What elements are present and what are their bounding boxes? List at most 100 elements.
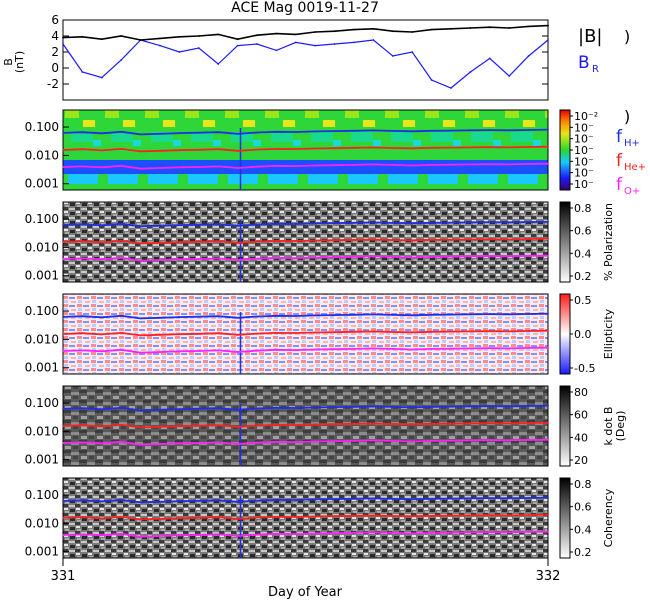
- kdotb-series-0: [62, 404, 549, 412]
- br-series-line-point: [527, 55, 530, 57]
- coherency-series-1-point: [353, 514, 355, 517]
- polarization-series-2-point: [197, 258, 200, 260]
- ellipticity-series-2-point: [333, 348, 336, 351]
- polarization-series-1-point: [256, 240, 258, 243]
- coherency-series-0-point: [450, 497, 452, 500]
- bmag-series-line-point: [217, 33, 220, 36]
- ellipticity-series-1-point: [469, 330, 472, 333]
- polarization-cbar-tick-label: 0.8: [574, 202, 592, 215]
- coherency-series-1: [62, 513, 549, 521]
- kdotb-series-1-point: [353, 422, 355, 425]
- polarization-series-2-point: [430, 256, 433, 258]
- bmag-series-line-point: [120, 35, 123, 37]
- coherency-series-0-point: [469, 497, 472, 500]
- ellipticity-series-2-point: [391, 348, 394, 350]
- ellipticity-series-2-point: [256, 349, 258, 352]
- coherency-colorbar: [559, 477, 571, 559]
- ellipticity-series-2-point: [294, 349, 297, 351]
- kdotb-series-1-point: [547, 421, 549, 424]
- power-series-1-point: [217, 148, 220, 151]
- power-series-0-point: [527, 129, 530, 131]
- ellipticity-series-1-point: [120, 331, 123, 334]
- coherency-series-0-point: [178, 500, 181, 503]
- kdotb-series-0-point: [139, 409, 142, 412]
- power-series-0-point: [100, 132, 103, 135]
- polarization-series-0-point: [372, 221, 375, 224]
- bmag-series-line-point: [450, 27, 452, 30]
- polarization-series-2-point: [294, 257, 297, 259]
- coherency-series-2-point: [294, 533, 297, 535]
- kdotb-cbar-tick-label: 20: [574, 454, 588, 467]
- coherency-series-2-point: [120, 532, 123, 535]
- kdotb-series-2-point: [411, 440, 414, 443]
- bmag-series-line-point: [178, 35, 181, 38]
- power-series-0-point: [508, 129, 511, 132]
- coherency-series-1-point: [391, 515, 394, 517]
- bmag-series-line-point: [391, 30, 394, 33]
- power-series-2-point: [139, 167, 142, 170]
- ellipticity-series-1-point: [372, 330, 375, 333]
- b-ytick-label: 6: [51, 13, 59, 27]
- coherency-series-0-point: [81, 499, 84, 502]
- polarization-series-1-point: [178, 241, 181, 244]
- power-series-2-point: [488, 163, 491, 166]
- power-series-1-point: [81, 148, 84, 151]
- br-series-line-point: [314, 44, 317, 47]
- coherency-series-1-point: [139, 518, 142, 521]
- power-cbar-tick-label: 10⁻: [574, 144, 594, 157]
- br-series-line-point: [469, 71, 472, 73]
- coherency-series-1-point: [217, 516, 220, 519]
- ellipticity-series-0-point: [178, 316, 181, 319]
- ellipticity-series-0-point: [100, 316, 103, 319]
- bmag-series-line-point: [411, 31, 414, 33]
- polarization-series-2-point: [159, 259, 161, 261]
- polarization-series-0-point: [508, 221, 511, 224]
- bmag-series-line-point: [197, 35, 200, 37]
- polarization-colorbar: [559, 201, 571, 283]
- coherency-series-0-point: [333, 498, 336, 500]
- ellipticity-series-1-point: [197, 332, 200, 335]
- coherency-series-2-point: [159, 535, 161, 537]
- power-series-0: [62, 128, 549, 136]
- polarization-series-2: [62, 254, 549, 262]
- ellipticity-series-0-point: [547, 312, 549, 315]
- power-series-1-point: [333, 147, 336, 150]
- polarization-series-0-point: [488, 221, 491, 224]
- ellipticity-series-0-point: [159, 316, 161, 319]
- coherency-series-0-point: [527, 497, 530, 499]
- power-series-2-point: [100, 166, 103, 169]
- bmag-series-line-point: [81, 35, 84, 38]
- polarization-series-0-point: [120, 222, 123, 225]
- coherency-series-1-point: [81, 516, 84, 519]
- polarization-series-2-point: [256, 257, 258, 260]
- coherency-series-0: [62, 496, 549, 504]
- power-cbar-tick-label: 10⁻²: [574, 110, 598, 123]
- power-series-0-point: [391, 130, 394, 132]
- bmag-series-line-point: [236, 38, 239, 41]
- ellipticity-series-0-point: [314, 314, 317, 317]
- ellipticity-series-2-point: [217, 349, 220, 352]
- coherency-cbar-tick-label: 0.2: [574, 546, 592, 559]
- coherency-series-0-point: [411, 498, 414, 501]
- polarization-series-1-point: [508, 238, 511, 241]
- coherency-series-1-point: [314, 515, 317, 518]
- power-series-0-point: [450, 129, 452, 132]
- legend-br-sub: R: [592, 64, 599, 75]
- power-series-0-point: [139, 133, 142, 136]
- kdotb-series-1-point: [469, 422, 472, 425]
- coherency-series-0-point: [139, 501, 142, 504]
- legend-fh-sub: H+: [624, 138, 640, 149]
- kdotb-series-1-point: [450, 422, 452, 425]
- kdotb-series-0-point: [391, 406, 394, 408]
- polarization-series-1-point: [139, 242, 142, 245]
- power-ytick-label: 0.100: [25, 120, 59, 134]
- power-series-2-point: [547, 162, 549, 165]
- ellipticity-series-2-point: [527, 347, 530, 349]
- coherency-series-2-point: [217, 533, 220, 536]
- ellipticity-series-0-point: [411, 314, 414, 317]
- coherency-spectrogram: [62, 477, 549, 559]
- legend-fh: f: [616, 127, 623, 147]
- power-series-1: [62, 145, 549, 153]
- power-series-2-point: [508, 163, 511, 166]
